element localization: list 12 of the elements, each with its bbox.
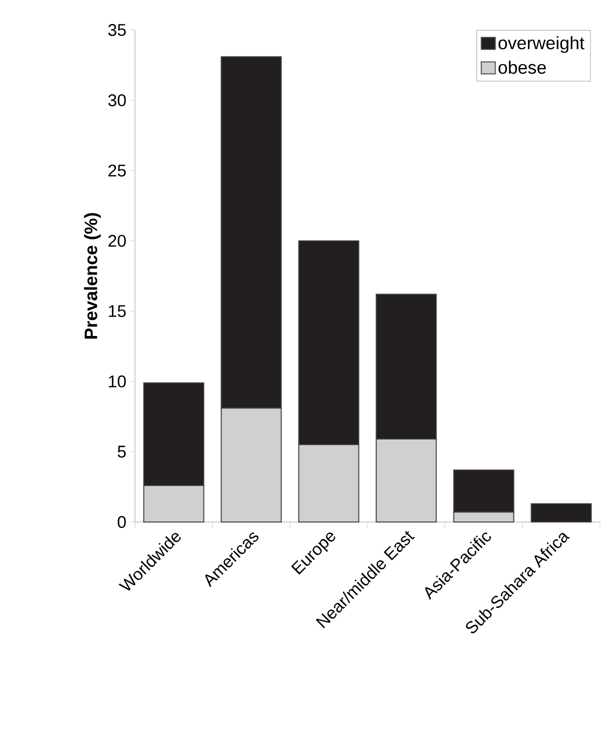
- y-tick-label: 5: [118, 446, 126, 458]
- y-tick-label: 35: [108, 24, 126, 36]
- legend-label: obese: [498, 60, 546, 74]
- y-tick-label: 10: [108, 375, 126, 388]
- y-axis-title: Prevalence (%): [84, 213, 101, 339]
- y-tick-label: 25: [108, 164, 126, 177]
- y-tick-label: 30: [108, 94, 126, 106]
- y-tick-label: 15: [108, 305, 126, 318]
- y-tick-label: 0: [118, 516, 126, 528]
- y-tick-label: 20: [108, 234, 126, 247]
- legend-label: overweight: [498, 36, 584, 53]
- bar: [530, 503, 592, 523]
